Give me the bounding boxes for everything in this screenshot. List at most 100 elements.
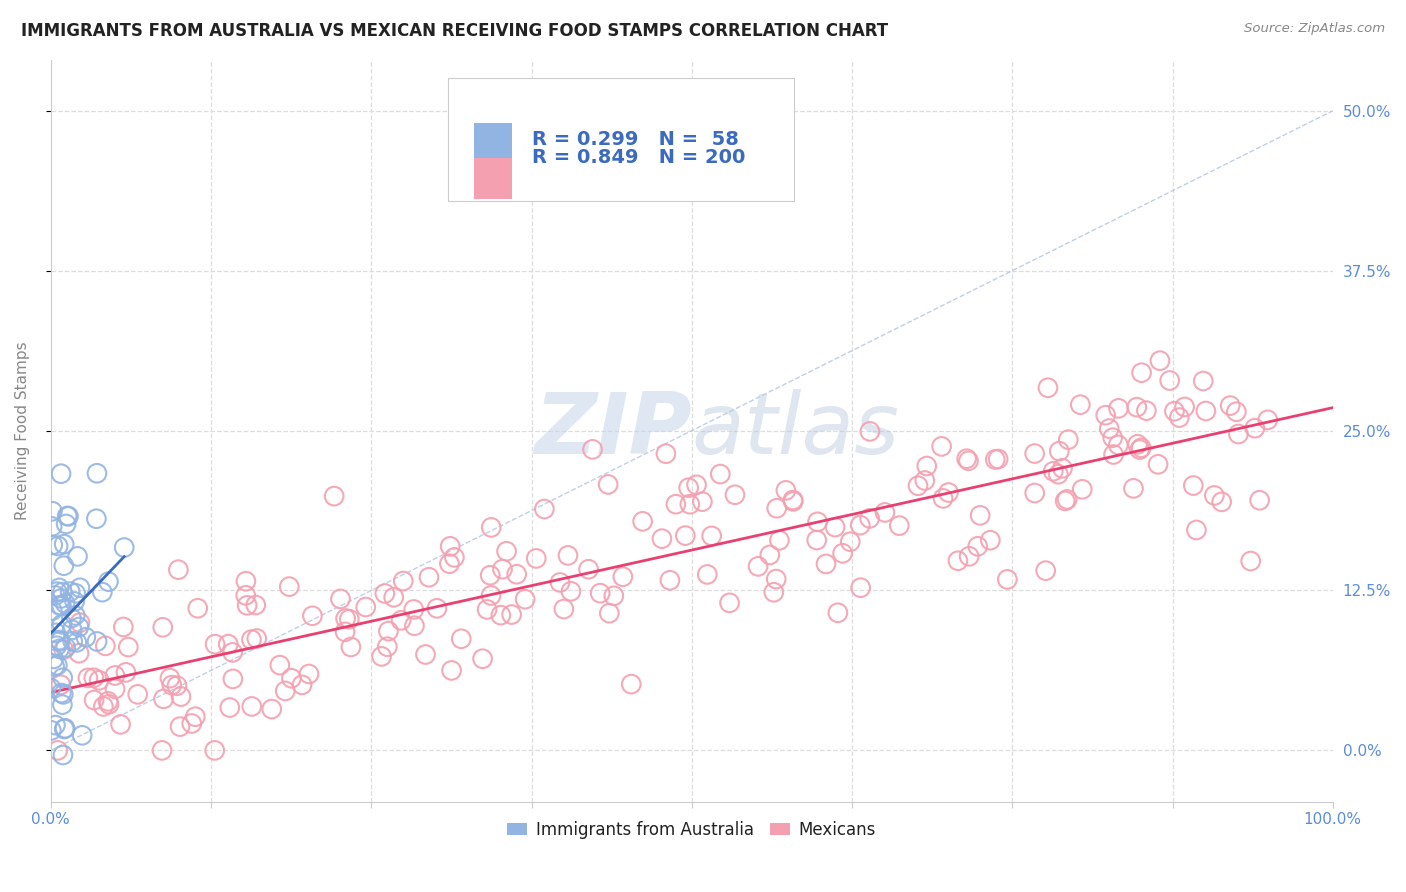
Point [44, 718, 66, 732]
Point [97, 574, 120, 589]
Point [83, 671, 105, 685]
Point [404, 618, 426, 632]
Point [1147, 458, 1170, 472]
Point [41, 604, 63, 618]
Point [1211, 495, 1233, 509]
Point [169, 720, 191, 734]
Point [1130, 366, 1153, 380]
Point [204, 743, 226, 757]
Point [91, 585, 114, 599]
Point [291, 678, 314, 692]
Point [553, 602, 575, 616]
Point [150, 743, 173, 757]
Point [700, 529, 723, 543]
Point [995, 573, 1018, 587]
Point [631, 514, 654, 528]
Point [70, 728, 93, 742]
Point [93, 699, 115, 714]
Point [63, 594, 86, 608]
Point [932, 491, 955, 506]
Point [94, 639, 117, 653]
Point [167, 563, 190, 577]
Point [1047, 467, 1070, 482]
Point [679, 497, 702, 511]
Point [127, 687, 149, 701]
Point [589, 586, 612, 600]
Point [1047, 444, 1070, 458]
Point [1126, 437, 1149, 451]
Point [333, 624, 356, 639]
Point [475, 602, 498, 616]
Point [260, 702, 283, 716]
Point [479, 568, 502, 582]
Point [1227, 427, 1250, 442]
Point [1108, 401, 1130, 416]
Text: ZIP: ZIP [534, 389, 692, 472]
Point [1122, 482, 1144, 496]
Point [824, 520, 846, 534]
Point [806, 515, 828, 529]
Point [1071, 483, 1094, 497]
Point [377, 624, 399, 639]
Point [501, 607, 523, 622]
Point [49, 634, 72, 648]
Point [218, 700, 240, 714]
Point [389, 613, 412, 627]
Point [235, 574, 257, 589]
Point [1243, 421, 1265, 435]
Point [49, 591, 72, 606]
Y-axis label: Receiving Food Stamps: Receiving Food Stamps [15, 342, 30, 520]
Point [52, 558, 75, 573]
Point [53, 721, 76, 735]
Point [651, 532, 673, 546]
Point [1102, 448, 1125, 462]
Point [533, 502, 555, 516]
Point [98, 697, 121, 711]
Text: Source: ZipAtlas.com: Source: ZipAtlas.com [1244, 22, 1385, 36]
Point [1225, 405, 1247, 419]
Point [58, 509, 80, 524]
Point [51, 698, 73, 712]
Point [987, 452, 1010, 467]
Point [620, 677, 643, 691]
Point [180, 716, 202, 731]
Point [598, 477, 620, 491]
Point [513, 592, 536, 607]
Point [56, 508, 79, 523]
Point [48, 581, 70, 595]
Point [440, 664, 463, 678]
Point [274, 684, 297, 698]
Point [1195, 404, 1218, 418]
Point [1057, 433, 1080, 447]
Legend: Immigrants from Australia, Mexicans: Immigrants from Australia, Mexicans [501, 814, 883, 846]
Point [1094, 408, 1116, 422]
Point [53, 722, 76, 736]
Point [955, 451, 977, 466]
Point [849, 518, 872, 533]
Point [117, 640, 139, 654]
FancyBboxPatch shape [474, 123, 512, 163]
Point [46, 539, 69, 553]
Point [152, 620, 174, 634]
Point [86, 512, 108, 526]
Point [46, 584, 69, 599]
Point [1024, 486, 1046, 500]
Point [59, 584, 82, 599]
Point [612, 570, 634, 584]
Point [914, 474, 936, 488]
Point [75, 630, 97, 644]
Point [329, 591, 352, 606]
Point [984, 452, 1007, 467]
Point [1130, 441, 1153, 455]
Point [269, 658, 291, 673]
Point [1135, 403, 1157, 417]
Point [673, 528, 696, 542]
Point [938, 485, 960, 500]
Point [236, 599, 259, 613]
Point [104, 668, 127, 682]
Point [112, 541, 135, 555]
Point [1042, 464, 1064, 478]
Point [86, 634, 108, 648]
Point [724, 488, 747, 502]
Point [775, 483, 797, 498]
